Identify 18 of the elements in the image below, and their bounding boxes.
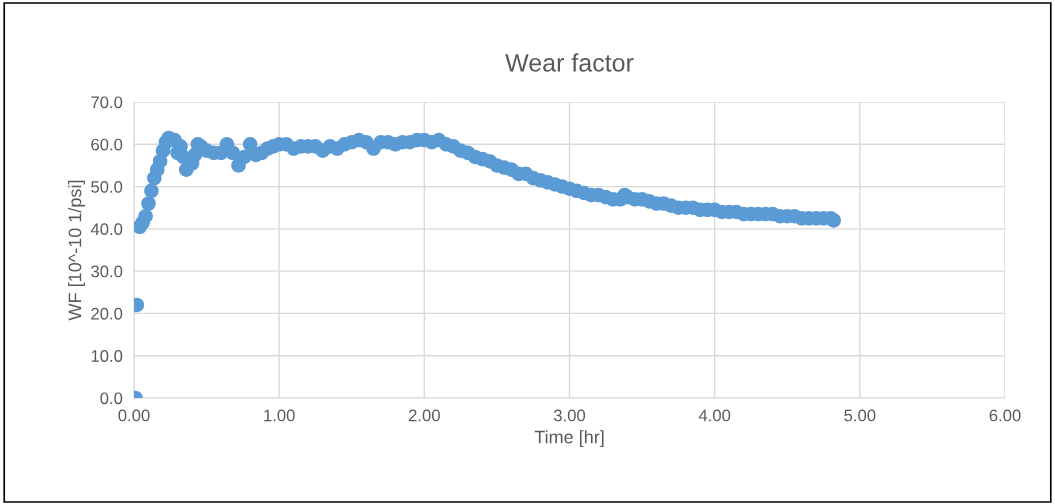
y-tick-label: 20.0 <box>91 307 123 320</box>
chart-title: Wear factor <box>505 53 634 72</box>
x-tick-label: 1.00 <box>264 409 295 422</box>
y-tick-label: 40.0 <box>90 223 123 236</box>
x-tick-label: 0.00 <box>118 409 150 422</box>
x-tick-label: 2.00 <box>408 409 440 422</box>
y-tick-label: 60.0 <box>91 138 123 151</box>
y-tick-label: 70.0 <box>91 96 123 109</box>
y-tick-label: 0.0 <box>100 392 123 405</box>
y-axis-title: WF [10^-10 1/psi] <box>68 180 85 321</box>
y-tick-label: 10.0 <box>91 350 123 362</box>
x-axis-title: Time [hr] <box>534 430 604 448</box>
x-tick-label: 6.00 <box>989 409 1021 422</box>
x-tick-label: 5.00 <box>844 409 876 422</box>
y-tick-label: 30.0 <box>91 265 123 278</box>
y-tick-label: 50.0 <box>91 180 123 193</box>
x-tick-label: 3.00 <box>553 409 586 422</box>
x-tick-label: 4.00 <box>698 409 731 422</box>
